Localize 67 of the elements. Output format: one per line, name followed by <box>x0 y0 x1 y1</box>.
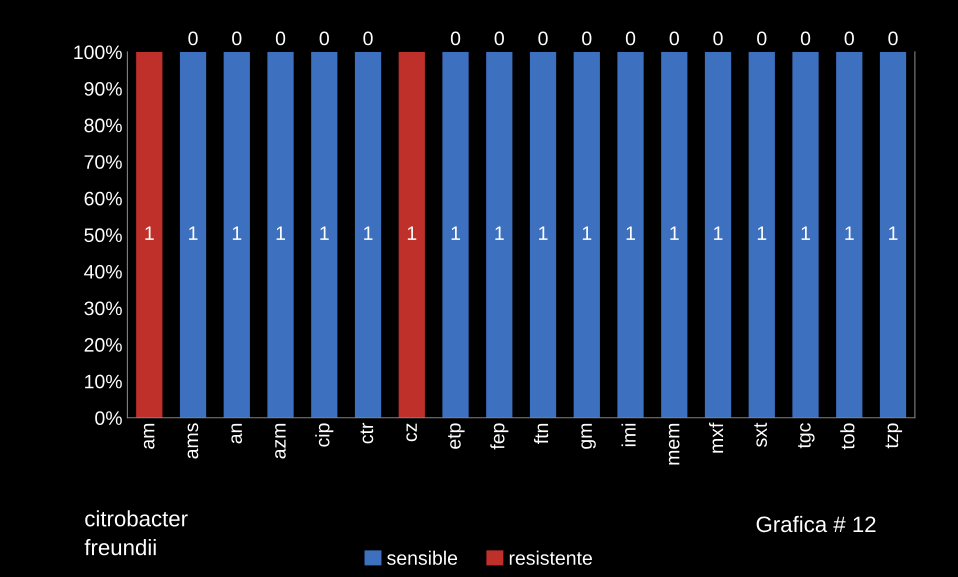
y-tick-label: 100% <box>74 45 122 60</box>
x-tick-label: azm <box>275 424 286 459</box>
y-tick-label: 50% <box>84 228 122 242</box>
y-tick-label: 60% <box>84 192 122 206</box>
x-tick-label: cz <box>406 424 417 442</box>
data-label: 0 <box>757 32 766 46</box>
data-label: 1 <box>539 226 548 240</box>
data-label: 0 <box>713 32 723 46</box>
data-label: 1 <box>276 226 285 240</box>
data-label: 1 <box>670 226 679 240</box>
x-tick-label: gm <box>581 424 596 449</box>
x-tick-label: mem <box>668 424 680 465</box>
data-label: 1 <box>845 226 854 240</box>
data-label: 0 <box>582 32 592 46</box>
data-label: 0 <box>888 32 898 46</box>
x-tick-label: tob <box>840 423 854 450</box>
x-tick-label: tgc <box>798 423 815 448</box>
x-tick-label: mxf <box>708 422 724 453</box>
data-label: 1 <box>714 226 722 240</box>
data-label: 1 <box>452 226 460 240</box>
data-label: 1 <box>145 226 154 240</box>
data-label: 0 <box>538 32 548 46</box>
data-label: 0 <box>320 32 329 46</box>
text: Grafica # 12 <box>756 516 876 532</box>
y-tick-label: 10% <box>85 374 122 388</box>
x-tick-label: cip <box>315 423 334 447</box>
data-label: 1 <box>364 226 372 240</box>
data-label: 0 <box>844 32 854 46</box>
x-tick-label: etp <box>448 423 465 449</box>
x-tick-label: am <box>144 424 155 449</box>
x-tick-label: an <box>231 424 242 444</box>
data-label: 0 <box>363 32 373 46</box>
y-tick-label: 40% <box>84 264 122 279</box>
data-label: 1 <box>232 226 242 240</box>
data-label: 0 <box>232 32 242 46</box>
data-label: 1 <box>626 226 635 240</box>
data-label: 0 <box>450 32 460 46</box>
y-tick-label: 20% <box>84 338 122 352</box>
data-label: 1 <box>758 226 766 240</box>
data-label: 0 <box>494 32 504 46</box>
data-label: 0 <box>670 32 679 46</box>
data-label: 1 <box>320 226 329 240</box>
y-tick-label: 90% <box>84 82 122 96</box>
x-tick-label: ctr <box>360 422 374 444</box>
data-label: 0 <box>626 32 636 46</box>
text: citrobacter freundii <box>84 510 188 556</box>
data-label: 0 <box>276 32 286 46</box>
data-label: 1 <box>889 226 898 240</box>
x-tick-label: ftn <box>534 424 548 444</box>
data-label: 1 <box>189 226 198 240</box>
x-tick-label: tzp <box>885 423 902 448</box>
legend-label: sensible <box>387 550 458 565</box>
x-tick-label: ams <box>188 423 198 459</box>
data-label: 0 <box>800 32 810 46</box>
y-tick-label: 0% <box>95 411 122 425</box>
data-label: 1 <box>582 226 592 240</box>
data-label: 0 <box>188 32 198 46</box>
y-tick-label: 30% <box>84 301 122 316</box>
x-tick-label: sxt <box>754 422 767 447</box>
data-label: 1 <box>802 226 810 240</box>
legend-label: resistente <box>510 550 592 565</box>
data-label: 1 <box>495 226 504 240</box>
x-tick-label: imi <box>621 424 636 446</box>
y-tick-label: 70% <box>84 155 122 169</box>
x-tick-label: fep <box>490 423 508 450</box>
data-label: 1 <box>408 226 416 240</box>
y-tick-label: 80% <box>84 118 122 132</box>
